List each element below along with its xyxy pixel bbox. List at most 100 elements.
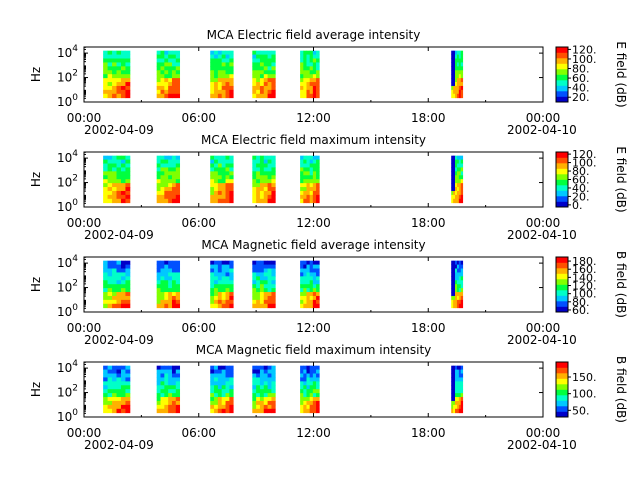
heatmap-cell	[303, 400, 307, 406]
heatmap-cell	[103, 400, 108, 406]
heatmap-cell	[453, 54, 456, 59]
colorbar-tick-label: 60.	[572, 72, 590, 85]
heatmap-cell	[168, 194, 173, 200]
heatmap-cell	[125, 365, 131, 370]
heatmap-cell	[456, 163, 460, 168]
heatmap-cell	[160, 400, 165, 406]
heatmap-cell	[116, 373, 122, 378]
heatmap-cell	[225, 187, 230, 192]
heatmap-cell	[460, 179, 464, 184]
heatmap-cell	[300, 280, 304, 285]
heatmap-cell	[256, 78, 261, 83]
heatmap-cell	[217, 187, 223, 192]
heatmap-cell	[168, 365, 173, 370]
x-tick-label: 00:00	[67, 321, 102, 335]
heatmap-cell	[168, 264, 173, 269]
heatmap-cell	[214, 397, 219, 402]
heatmap-cell	[229, 93, 234, 99]
heatmap-cell	[225, 272, 230, 277]
heatmap-cell	[156, 74, 161, 79]
heatmap-cell	[271, 175, 276, 180]
heatmap-cell	[171, 179, 177, 184]
heatmap-cell	[175, 365, 181, 370]
heatmap-cell	[259, 155, 265, 160]
heatmap-cell	[168, 187, 173, 192]
heatmap-cell	[156, 78, 161, 83]
heatmap-cell	[252, 408, 257, 414]
heatmap-cell	[210, 183, 215, 188]
heatmap-cell	[316, 70, 320, 75]
heatmap-cell	[453, 187, 456, 192]
heatmap-cell	[160, 389, 165, 394]
heatmap-cell	[451, 198, 454, 204]
colorbar-segment	[556, 373, 568, 379]
x-tick-label: 18:00	[411, 111, 446, 125]
heatmap-cell	[171, 381, 177, 386]
data-pass	[156, 260, 181, 309]
heatmap-cell	[456, 393, 460, 398]
heatmap-cell	[225, 179, 230, 184]
panel-title: MCA Electric field average intensity	[207, 28, 421, 42]
heatmap-cell	[451, 194, 454, 200]
heatmap-cell	[309, 194, 314, 200]
heatmap-cell	[160, 198, 165, 204]
heatmap-cell	[156, 408, 161, 414]
heatmap-cell	[116, 276, 122, 281]
heatmap-cell	[456, 50, 460, 55]
heatmap-cell	[164, 268, 169, 273]
heatmap-cell	[453, 276, 456, 281]
heatmap-cell	[271, 373, 276, 378]
heatmap-cell	[120, 377, 126, 382]
heatmap-cell	[300, 260, 304, 265]
heatmap-cell	[453, 288, 456, 293]
heatmap-cell	[217, 404, 223, 410]
heatmap-cell	[107, 66, 113, 71]
heatmap-cell	[217, 179, 223, 184]
heatmap-cell	[221, 198, 226, 204]
heatmap-cell	[256, 163, 261, 168]
heatmap-cell	[306, 408, 311, 414]
heatmap-cell	[107, 183, 113, 188]
heatmap-cell	[458, 187, 462, 192]
heatmap-cell	[303, 260, 307, 265]
heatmap-cell	[303, 381, 307, 386]
heatmap-cell	[309, 167, 314, 172]
heatmap-cell	[256, 299, 261, 305]
heatmap-cell	[267, 74, 272, 79]
heatmap-cell	[259, 167, 265, 172]
heatmap-cell	[164, 175, 169, 180]
colorbar-tick-label: 120.	[572, 43, 597, 56]
heatmap-cell	[120, 93, 126, 99]
heatmap-cell	[455, 276, 458, 281]
heatmap-cell	[458, 303, 462, 309]
heatmap-cell	[229, 54, 234, 59]
heatmap-cell	[316, 381, 320, 386]
heatmap-cell	[259, 295, 265, 301]
heatmap-cell	[256, 373, 261, 378]
heatmap-cell	[116, 260, 122, 265]
heatmap-cell	[217, 183, 223, 188]
y-tick-label: 104	[57, 149, 78, 165]
x-tick-label: 12:00	[296, 426, 331, 440]
heatmap-cell	[256, 260, 261, 265]
heatmap-cell	[455, 70, 458, 75]
heatmap-cell	[171, 66, 177, 71]
data-pass	[156, 50, 181, 99]
heatmap-cell	[259, 260, 265, 265]
heatmap-cell	[168, 171, 173, 176]
heatmap-cell	[306, 268, 311, 273]
heatmap-cell	[171, 70, 177, 75]
heatmap-cell	[460, 400, 464, 406]
heatmap-cell	[164, 365, 169, 370]
heatmap-cell	[300, 74, 304, 79]
heatmap-cell	[210, 264, 215, 269]
heatmap-cell	[453, 190, 456, 196]
heatmap-cell	[164, 70, 169, 75]
heatmap-cell	[256, 194, 261, 200]
heatmap-cell	[256, 381, 261, 386]
heatmap-cell	[120, 159, 126, 164]
heatmap-cell	[300, 198, 304, 204]
heatmap-cell	[107, 58, 113, 63]
heatmap-cell	[451, 264, 454, 269]
heatmap-cell	[125, 385, 131, 390]
